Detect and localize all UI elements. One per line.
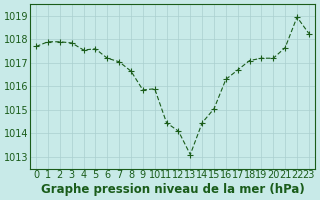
X-axis label: Graphe pression niveau de la mer (hPa): Graphe pression niveau de la mer (hPa) xyxy=(41,183,304,196)
